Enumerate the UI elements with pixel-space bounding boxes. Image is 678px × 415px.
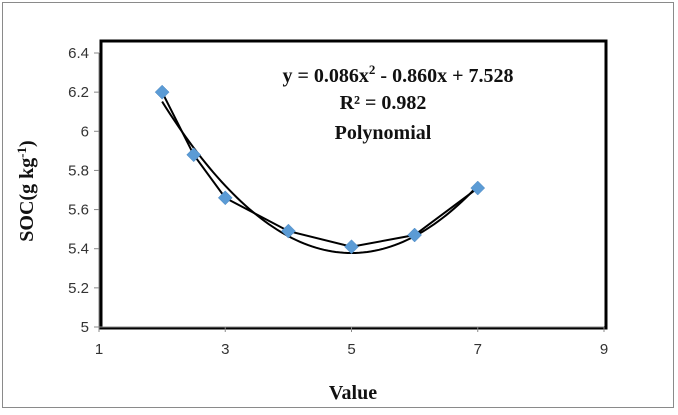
y-tick-label: 5.4: [68, 241, 89, 258]
equation-exponent: 2: [369, 62, 376, 77]
equation-part-1: y = 0.086x: [283, 65, 369, 87]
x-axis-title: Value: [329, 382, 377, 404]
x-tick-label: 7: [474, 341, 482, 358]
data-markers: [154, 84, 486, 255]
y-tick-label: 5.6: [68, 202, 89, 219]
series-lines: [161, 91, 479, 255]
y-axis-ticks: 5 5.2 5.4 5.6 5.8 6 6.2 6.4: [68, 45, 99, 336]
y-axis-title-base: SOC(g kg: [16, 158, 38, 242]
y-tick-label: 6.2: [68, 84, 89, 101]
plot-area-frame: [99, 39, 608, 330]
trendline-type-label: Polynomial: [335, 122, 432, 144]
x-tick-label: 3: [221, 341, 229, 358]
x-tick-label: 1: [95, 341, 103, 358]
chart-svg: 5 5.2 5.4 5.6 5.8 6 6.2 6.4 1 3 5 7 9 Value SOC(g k…: [14, 39, 608, 404]
data-point-marker: [344, 239, 359, 255]
equation-part-2: - 0.860x + 7.528: [375, 65, 513, 87]
y-axis-title-tail: ): [16, 140, 38, 147]
r-squared-label: R² = 0.982: [340, 92, 427, 114]
series-line: [161, 91, 479, 248]
trendline-equation: y = 0.086x2 - 0.860x + 7.528: [283, 62, 514, 87]
data-point-marker: [186, 147, 202, 163]
x-tick-label: 5: [347, 341, 355, 358]
x-tick-label: 9: [600, 341, 608, 358]
y-tick-label: 5.8: [68, 162, 89, 179]
data-point-marker: [217, 190, 233, 206]
polynomial-trendline: [161, 101, 479, 255]
data-point-marker: [407, 227, 422, 243]
y-tick-label: 5.2: [68, 280, 89, 297]
chart-frame: 5 5.2 5.4 5.6 5.8 6 6.2 6.4 1 3 5 7 9 Value SOC(g k…: [2, 2, 674, 408]
data-point-marker: [281, 223, 296, 239]
data-point-marker: [470, 180, 486, 196]
y-tick-label: 6.4: [68, 45, 89, 62]
y-axis-title-exponent: -1: [14, 147, 29, 158]
y-tick-label: 5: [81, 319, 89, 336]
data-point-marker: [154, 84, 170, 100]
y-axis-title: SOC(g kg-1): [14, 140, 38, 241]
x-axis-ticks: 1 3 5 7 9: [95, 327, 608, 358]
y-tick-label: 6: [81, 123, 89, 140]
